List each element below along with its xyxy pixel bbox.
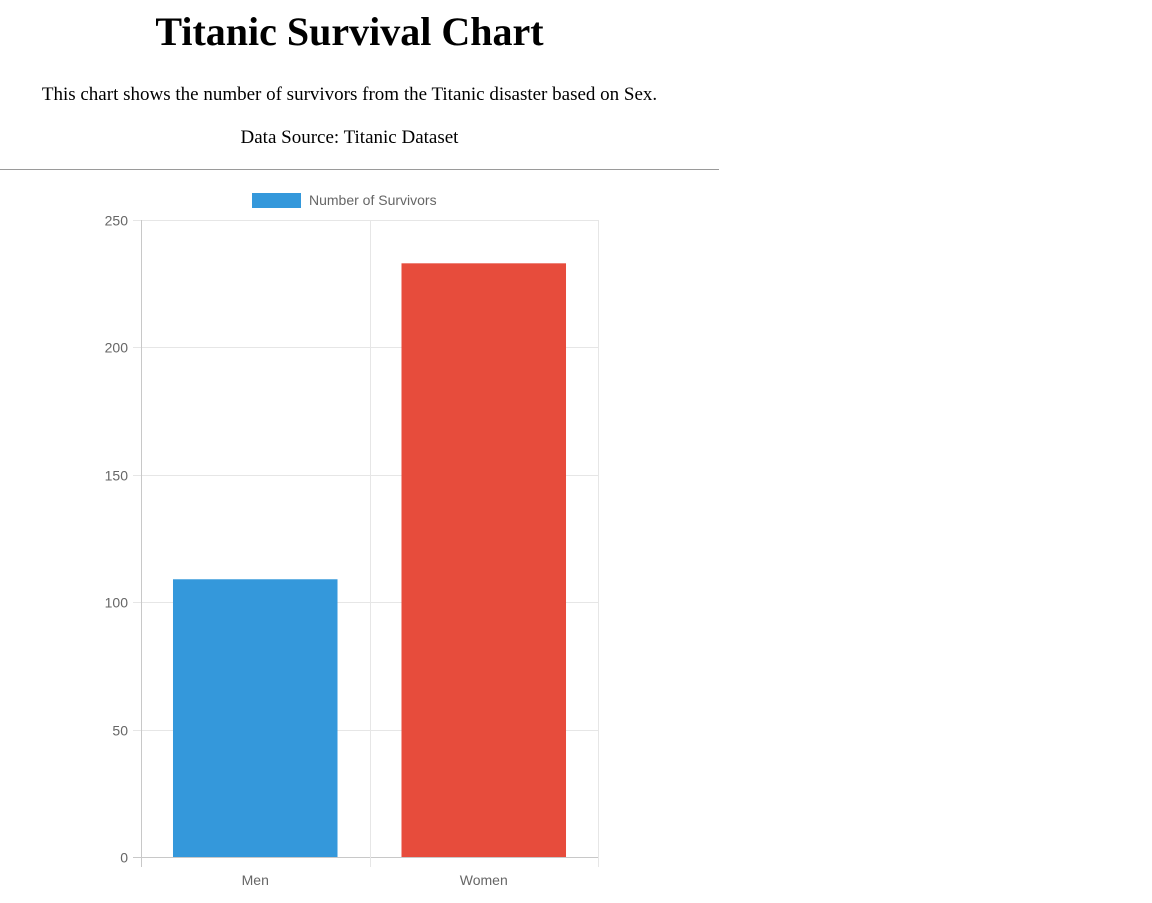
legend-swatch	[252, 193, 301, 208]
legend-label: Number of Survivors	[309, 192, 437, 208]
legend: Number of Survivors	[252, 192, 437, 208]
x-tick-label: Women	[460, 872, 508, 888]
y-tick-label: 250	[105, 213, 129, 229]
data-source: Data Source: Titanic Dataset	[240, 127, 459, 148]
bars	[172, 263, 567, 857]
y-tick-label: 150	[105, 468, 129, 484]
x-tick-label: Men	[242, 872, 269, 888]
y-tick-label: 0	[120, 850, 128, 866]
divider	[0, 169, 719, 170]
page-title: Titanic Survival Chart	[155, 9, 544, 54]
axes: 0 50 100 150 200 250 Men Women	[105, 213, 508, 889]
bar-chart: 0 50 100 150 200 250 Men Women Number of Surviv…	[105, 192, 599, 889]
bar-men	[172, 579, 338, 857]
y-tick-label: 50	[112, 723, 128, 739]
grid	[133, 220, 599, 867]
y-tick-label: 100	[105, 595, 129, 611]
bar-women	[401, 263, 567, 857]
chart-description: This chart shows the number of survivors…	[41, 84, 658, 105]
y-tick-label: 200	[105, 340, 129, 356]
